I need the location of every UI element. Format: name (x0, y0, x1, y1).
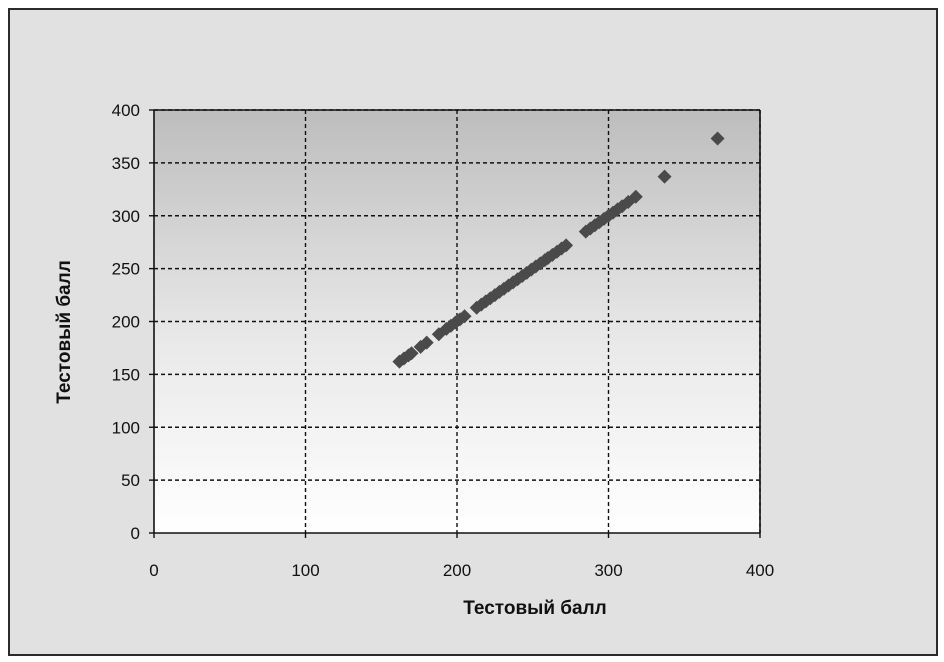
x-tick-labels: 0 100 200 300 400 (149, 561, 774, 580)
data-point (710, 131, 725, 146)
x-tick-label: 0 (149, 561, 158, 580)
grid-lines (149, 109, 761, 538)
chart-frame: 0 50 100 150 200 250 300 350 400 0 100 200 300 400 Т… (8, 8, 938, 656)
x-tick-label: 200 (443, 561, 471, 580)
y-tick-label: 100 (112, 418, 140, 437)
scatter-chart: 0 50 100 150 200 250 300 350 400 0 100 200 300 400 Т… (54, 101, 774, 619)
x-tick-label: 100 (291, 561, 319, 580)
y-axis-title: Тестовый балл (54, 260, 75, 404)
data-point (519, 265, 534, 280)
y-tick-label: 400 (112, 101, 140, 120)
data-point (628, 189, 643, 204)
y-tick-label: 300 (112, 207, 140, 226)
data-point (457, 309, 472, 324)
axes (153, 110, 760, 534)
x-axis-title: Тестовый балл (463, 598, 607, 619)
data-point (404, 346, 419, 361)
data-point (419, 335, 434, 350)
y-tick-label: 0 (131, 524, 140, 543)
data-point (559, 238, 574, 253)
data-points (392, 131, 725, 369)
y-tick-label: 150 (112, 365, 140, 384)
y-tick-labels: 0 50 100 150 200 250 300 350 400 (112, 101, 140, 543)
y-tick-label: 200 (112, 313, 140, 332)
y-tick-label: 250 (112, 260, 140, 279)
y-tick-label: 350 (112, 154, 140, 173)
x-tick-label: 400 (746, 561, 774, 580)
x-tick-label: 300 (594, 561, 622, 580)
y-tick-label: 50 (121, 471, 140, 490)
data-point (657, 169, 672, 184)
